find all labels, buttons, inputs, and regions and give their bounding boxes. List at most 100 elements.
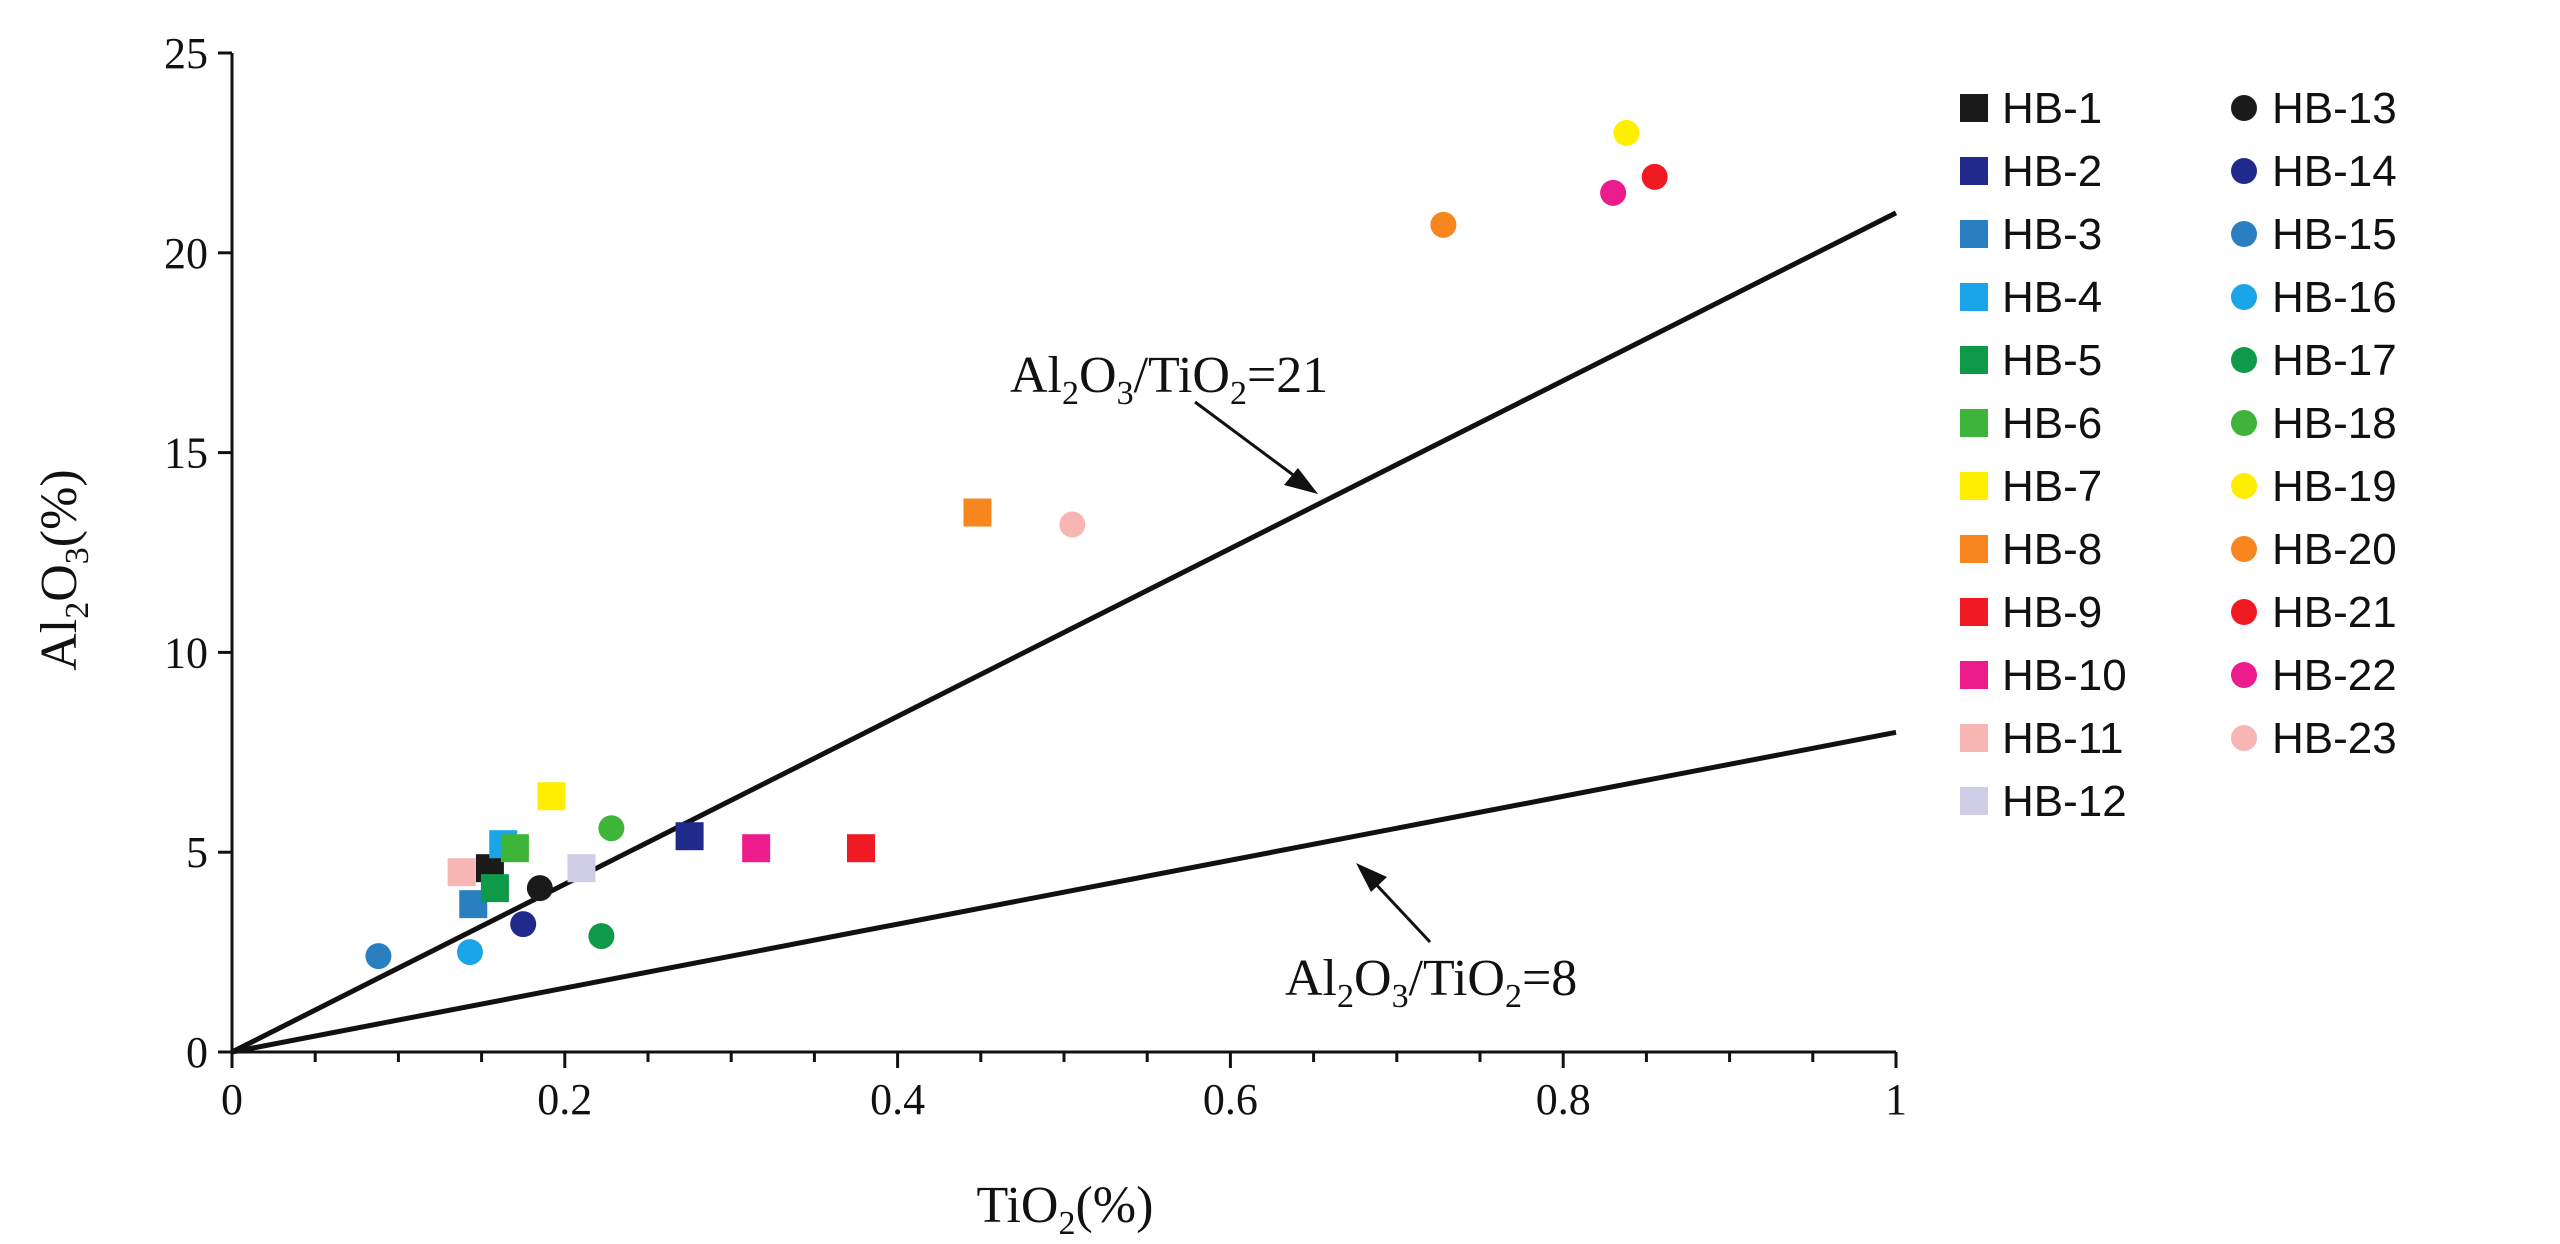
x-axis-title: TiO2(%) [977,1177,1154,1242]
y-tick-label: 5 [186,828,208,877]
x-tick-label: 1 [1885,1075,1907,1124]
ratio-21-label: Al2O3/TiO2=21 [1010,347,1328,412]
y-tick-label: 10 [164,628,208,677]
legend-label-HB-9: HB-9 [2002,588,2102,637]
ratio-8-label-s3: 2 [1505,978,1522,1015]
legend-label-HB-23: HB-23 [2272,714,2397,763]
legend-marker-HB-9 [1960,598,1988,626]
legend-label-HB-16: HB-16 [2272,273,2397,322]
legend-marker-HB-19 [2231,473,2257,499]
point-HB-8 [963,498,992,527]
ratio-21-label-p2: O [1079,347,1117,404]
x-axis-title-tail: (%) [1075,1177,1153,1234]
legend: HB-1 HB-2 HB-3 HB-4 HB-5 HB-6 HB-7 HB-8 HB-9 HB-1… [1960,84,2397,826]
legend-marker-HB-21 [2231,599,2257,625]
ratio-line-8 [231,729,1897,1055]
point-HB-2 [675,822,704,851]
legend-marker-HB-23 [2231,725,2257,751]
legend-label-HB-7: HB-7 [2002,462,2102,511]
ratio-8-label-p4: =8 [1522,950,1577,1007]
legend-marker-HB-2 [1960,157,1988,185]
arrow-ratio-21 [1194,400,1318,494]
point-HB-16 [456,939,483,966]
legend-label-HB-18: HB-18 [2272,399,2397,448]
point-HB-9 [846,834,875,863]
point-HB-10 [742,834,771,863]
ratio-21-label-p1: Al [1010,347,1062,404]
point-HB-23 [1059,511,1086,538]
ratio-21-label-p4: =21 [1247,347,1328,404]
point-HB-6 [500,834,529,863]
y-tick-label: 0 [186,1028,208,1077]
legend-marker-HB-7 [1960,472,1988,500]
point-HB-21 [1641,163,1668,190]
legend-marker-HB-15 [2231,221,2257,247]
legend-marker-HB-5 [1960,346,1988,374]
point-HB-18 [598,815,625,842]
ratio-8-label-p1: Al [1285,950,1337,1007]
legend-label-HB-11: HB-11 [2002,714,2123,763]
x-tick-label: 0.8 [1536,1075,1591,1124]
x-tick-label: 0.6 [1203,1075,1258,1124]
legend-marker-HB-13 [2231,95,2257,121]
point-HB-15 [365,943,392,970]
point-HB-7 [537,782,566,811]
y-axis-title: Al2O3(%) [31,469,96,671]
ratio-21-label-p3: /TiO [1134,347,1230,404]
legend-label-HB-19: HB-19 [2272,462,2397,511]
legend-marker-HB-8 [1960,535,1988,563]
point-HB-5 [480,874,509,903]
x-tick-label: 0.2 [537,1075,592,1124]
point-HB-17 [588,923,615,950]
legend-label-HB-20: HB-20 [2272,525,2397,574]
ratio-8-label: Al2O3/TiO2=8 [1285,950,1577,1015]
legend-marker-HB-6 [1960,409,1988,437]
y-axis-title-sub2: 3 [59,547,96,564]
legend-marker-HB-4 [1960,283,1988,311]
legend-label-HB-8: HB-8 [2002,525,2102,574]
legend-label-HB-22: HB-22 [2272,651,2397,700]
legend-marker-HB-14 [2231,158,2257,184]
y-tick-label: 20 [164,229,208,278]
legend-marker-HB-17 [2231,347,2257,373]
x-tick-label: 0.4 [870,1075,925,1124]
legend-label-HB-12: HB-12 [2002,777,2127,826]
y-axis-title-head: Al [31,619,88,671]
y-tick-label: 15 [164,429,208,478]
legend-label-HB-6: HB-6 [2002,399,2102,448]
ratio-8-label-p3: /TiO [1409,950,1505,1007]
legend-label-HB-10: HB-10 [2002,651,2127,700]
point-HB-11 [447,858,476,887]
point-HB-20 [1430,211,1457,238]
legend-marker-HB-18 [2231,410,2257,436]
point-HB-19 [1613,119,1640,146]
legend-label-HB-14: HB-14 [2272,147,2397,196]
legend-marker-HB-16 [2231,284,2257,310]
point-HB-14 [510,911,537,938]
ratio-8-label-s2: 3 [1392,978,1409,1015]
legend-label-HB-2: HB-2 [2002,147,2102,196]
y-axis-title-mid: O [31,564,88,602]
x-axis-title-sub: 2 [1058,1205,1075,1242]
y-axis-title-sub1: 2 [59,602,96,619]
legend-marker-HB-10 [1960,661,1988,689]
legend-label-HB-21: HB-21 [2272,588,2397,637]
ratio-8-label-s1: 2 [1337,978,1354,1015]
legend-marker-HB-3 [1960,220,1988,248]
point-HB-22 [1600,179,1627,206]
legend-label-HB-15: HB-15 [2272,210,2397,259]
ratio-21-label-s1: 2 [1062,375,1079,412]
y-tick-label: 25 [164,29,208,78]
legend-marker-HB-20 [2231,536,2257,562]
ratio-line-21 [230,210,1898,1055]
legend-marker-HB-1 [1960,94,1988,122]
y-axis-title-tail: (%) [31,469,88,547]
point-HB-13 [526,875,553,902]
legend-marker-HB-11 [1960,724,1988,752]
x-axis-title-main: TiO [977,1177,1059,1234]
point-HB-12 [567,854,596,883]
x-tick-label: 0 [221,1075,243,1124]
legend-label-HB-3: HB-3 [2002,210,2102,259]
legend-label-HB-17: HB-17 [2272,336,2397,385]
